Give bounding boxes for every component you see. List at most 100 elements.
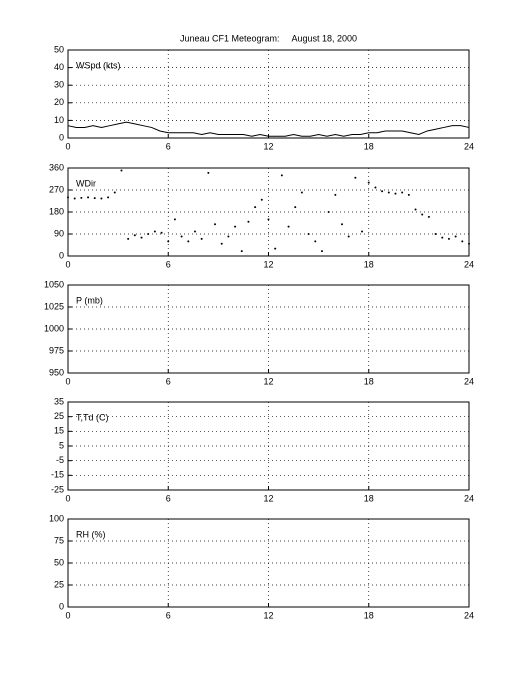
data-point xyxy=(287,225,290,228)
data-point xyxy=(187,240,190,243)
data-point xyxy=(454,235,457,238)
panel: 0 6 12 18 24 0 90 180 270 360 WDir xyxy=(49,162,474,269)
x-tick-label: 6 xyxy=(166,493,171,503)
y-tick-label: -5 xyxy=(56,455,64,465)
x-tick-label: 24 xyxy=(464,259,474,269)
x-tick-label: 12 xyxy=(263,610,273,620)
data-point xyxy=(73,197,76,200)
y-tick-label: 270 xyxy=(49,184,64,194)
data-point xyxy=(300,191,303,194)
data-point xyxy=(461,240,464,243)
data-point xyxy=(354,176,357,179)
data-point xyxy=(207,171,210,174)
data-point xyxy=(347,235,350,238)
y-tick-label: 50 xyxy=(54,557,64,567)
data-point xyxy=(260,198,263,201)
data-point xyxy=(421,213,424,216)
data-point xyxy=(427,215,430,218)
data-point xyxy=(180,235,183,238)
data-point xyxy=(167,240,170,243)
x-tick-label: 12 xyxy=(263,376,273,386)
data-point xyxy=(87,196,90,199)
x-tick-label: 0 xyxy=(65,376,70,386)
data-point xyxy=(67,196,69,199)
x-tick-label: 6 xyxy=(166,610,171,620)
x-tick-label: 24 xyxy=(464,376,474,386)
x-tick-label: 18 xyxy=(364,610,374,620)
y-tick-label: 950 xyxy=(49,367,64,377)
data-point xyxy=(314,240,317,243)
data-line xyxy=(67,121,470,137)
data-point xyxy=(214,223,217,226)
y-tick-label: 5 xyxy=(59,440,64,450)
y-tick-label: 0 xyxy=(59,132,64,142)
x-tick-label: 18 xyxy=(364,376,374,386)
y-tick-label: 50 xyxy=(54,44,64,54)
y-tick-label: 75 xyxy=(54,535,64,545)
y-tick-label: 10 xyxy=(54,115,64,125)
panel: 0 6 12 18 24 0 25 50 75 100 RH (%) xyxy=(49,513,474,620)
data-point xyxy=(160,231,163,234)
data-point xyxy=(220,242,223,245)
data-point xyxy=(327,211,330,213)
panel-label: RH (%) xyxy=(76,529,106,539)
y-tick-label: 25 xyxy=(54,579,64,589)
y-tick-label: 20 xyxy=(54,97,64,107)
x-tick-label: 6 xyxy=(166,141,171,151)
data-point xyxy=(127,237,130,240)
x-tick-label: 0 xyxy=(65,610,70,620)
data-point xyxy=(468,242,470,245)
data-point xyxy=(401,191,404,194)
y-tick-label: 15 xyxy=(54,426,64,436)
y-tick-label: 180 xyxy=(49,206,64,216)
x-tick-label: 6 xyxy=(166,376,171,386)
data-point xyxy=(294,206,297,209)
data-point xyxy=(414,208,417,211)
x-tick-label: 24 xyxy=(464,141,474,151)
x-tick-label: 12 xyxy=(263,141,273,151)
y-tick-label: 1025 xyxy=(44,301,64,311)
data-point xyxy=(240,250,243,253)
data-point xyxy=(381,190,384,193)
panel-label: P (mb) xyxy=(76,295,103,305)
data-point xyxy=(120,169,123,172)
data-point xyxy=(100,197,103,200)
data-point xyxy=(374,186,377,189)
panel-label: T,Td (C) xyxy=(76,412,109,422)
x-tick-label: 12 xyxy=(263,493,273,503)
data-point xyxy=(227,235,230,238)
data-point xyxy=(113,191,116,194)
data-point xyxy=(307,233,310,235)
data-point xyxy=(407,193,410,196)
data-point xyxy=(441,236,444,239)
data-point xyxy=(361,230,364,233)
data-point xyxy=(320,250,323,253)
data-point xyxy=(447,237,450,240)
y-tick-label: -15 xyxy=(51,470,64,480)
data-point xyxy=(80,196,83,199)
data-point xyxy=(173,218,176,221)
y-tick-label: 975 xyxy=(49,345,64,355)
x-tick-label: 24 xyxy=(464,610,474,620)
y-tick-label: -25 xyxy=(51,484,64,494)
panel: 0 6 12 18 24 950 975 1000 1025 1050 P (mb) xyxy=(44,279,474,386)
x-tick-label: 18 xyxy=(364,493,374,503)
data-point xyxy=(200,237,203,240)
data-point xyxy=(107,196,110,199)
x-tick-label: 12 xyxy=(263,259,273,269)
data-point xyxy=(254,206,257,209)
y-tick-label: 0 xyxy=(59,601,64,611)
x-tick-label: 18 xyxy=(364,141,374,151)
panel-label: WSpd (kts) xyxy=(76,60,121,70)
data-point xyxy=(267,218,270,221)
data-point xyxy=(367,181,370,184)
data-point xyxy=(147,233,150,235)
y-tick-label: 40 xyxy=(54,62,64,72)
data-point xyxy=(247,220,250,223)
data-point xyxy=(434,233,437,235)
data-point xyxy=(133,234,136,237)
x-tick-label: 6 xyxy=(166,259,171,269)
data-point xyxy=(334,193,337,196)
y-tick-label: 360 xyxy=(49,162,64,172)
